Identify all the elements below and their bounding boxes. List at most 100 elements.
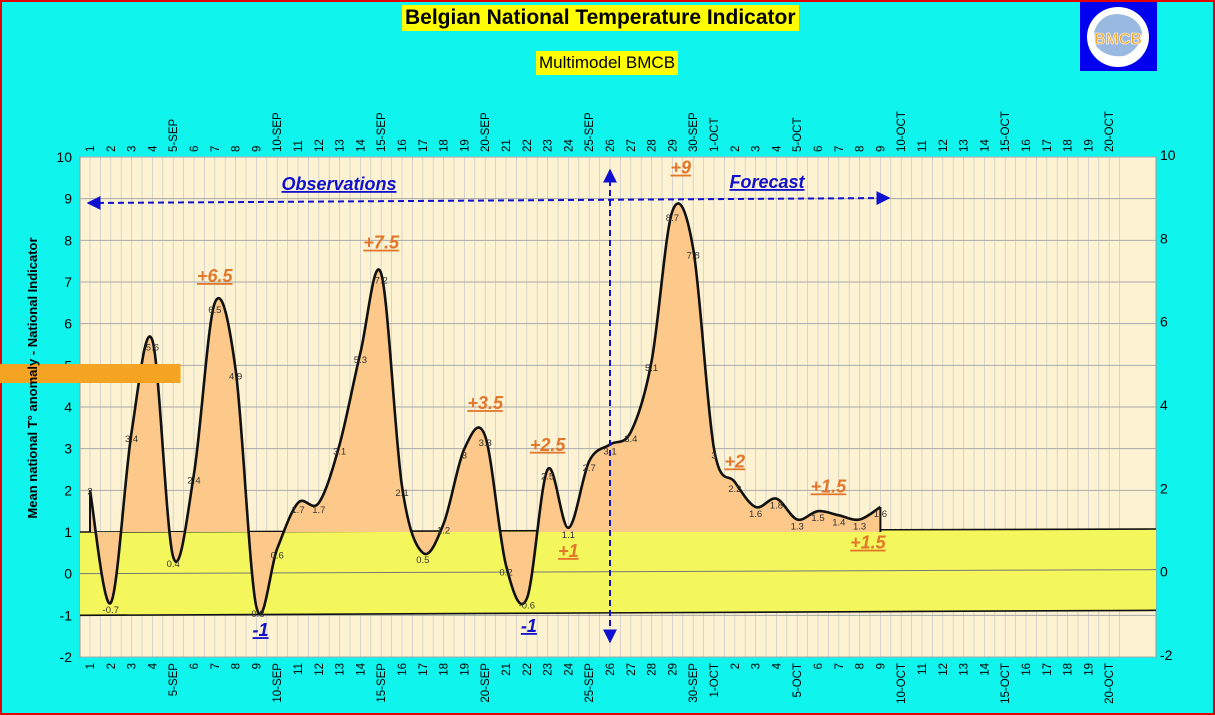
- x-tick-label-top: 14: [979, 139, 991, 152]
- x-tick-label-top: 23: [543, 139, 555, 152]
- x-tick-label-top: 12: [938, 139, 950, 152]
- x-tick-label-top: 21: [501, 139, 513, 152]
- x-tick-label-top: 19: [1083, 139, 1095, 152]
- x-tick-label-top: 2: [730, 146, 742, 152]
- x-tick-label-bottom: 30-SEP: [688, 663, 700, 703]
- x-tick-label-bottom: 13: [335, 663, 347, 676]
- data-label: 0.6: [271, 551, 284, 562]
- x-tick-label-top: 7: [210, 146, 222, 152]
- data-label: 2: [87, 486, 92, 497]
- x-tick-label-bottom: 29: [667, 663, 679, 676]
- x-tick-label-bottom: 1-OCT: [709, 663, 721, 698]
- data-label: 1.1: [562, 530, 575, 541]
- x-tick-label-top: 30-SEP: [688, 112, 700, 152]
- peak-annotation: +1.5: [850, 533, 887, 553]
- x-tick-label-bottom: 27: [626, 663, 638, 676]
- data-label: 1.4: [832, 517, 845, 528]
- x-tick-label-bottom: 6: [813, 663, 825, 669]
- data-label: 2.1: [395, 488, 408, 499]
- data-label: 2.7: [583, 463, 596, 474]
- x-tick-label-top: 14: [355, 139, 367, 152]
- data-label: 1.7: [291, 505, 304, 516]
- x-tick-label-bottom: 18: [439, 663, 451, 676]
- x-tick-label-top: 3: [127, 146, 139, 152]
- y-tick-label: 9: [64, 191, 72, 207]
- x-tick-label-top: 28: [647, 139, 659, 152]
- x-tick-label-top: 16: [397, 139, 409, 152]
- x-tick-label-top: 2: [106, 146, 118, 152]
- x-tick-label-top: 18: [1063, 139, 1075, 152]
- data-label: 5.3: [354, 355, 367, 366]
- peak-annotation: +7.5: [363, 233, 400, 253]
- x-tick-label-bottom: 28: [647, 663, 659, 676]
- x-tick-label-bottom: 16: [1021, 663, 1033, 676]
- x-tick-label-top: 8: [231, 146, 243, 152]
- data-label: 3: [462, 451, 467, 462]
- right-y-tick-label: 8: [1160, 230, 1168, 246]
- x-tick-label-top: 18: [439, 139, 451, 152]
- trough-annotation: -1: [253, 620, 269, 640]
- x-tick-label-bottom: 14: [979, 662, 991, 675]
- data-label: 1.3: [791, 522, 804, 533]
- x-tick-label-bottom: 8: [231, 663, 243, 669]
- data-label: 4.9: [229, 372, 242, 383]
- peak-annotation: +2.5: [530, 435, 567, 455]
- x-tick-label-bottom: 9: [251, 663, 263, 669]
- x-tick-label-bottom: 22: [522, 663, 534, 676]
- data-label: 3.3: [479, 438, 492, 449]
- x-tick-label-bottom: 13: [959, 663, 971, 676]
- x-tick-label-top: 29: [667, 139, 679, 152]
- anomaly-curve: [88, 202, 882, 616]
- observations-label: Observations: [281, 174, 396, 194]
- peak-annotation: +3.5: [467, 393, 504, 413]
- x-tick-label-top: 9: [875, 146, 887, 152]
- chart-title: Belgian National Temperature Indicator: [402, 5, 799, 31]
- y-tick-label: 3: [64, 441, 72, 457]
- x-tick-label-top: 7: [834, 146, 846, 152]
- data-label: 1.7: [312, 505, 325, 516]
- x-tick-label-top: 6: [189, 146, 201, 152]
- data-label: 2.2: [728, 484, 741, 495]
- y-tick-label: 8: [64, 232, 72, 248]
- x-tick-label-bottom: 5-SEP: [168, 663, 180, 697]
- x-tick-label-bottom: 5-OCT: [792, 663, 804, 698]
- x-tick-label-top: 9: [251, 146, 263, 152]
- x-tick-label-top: 6: [813, 146, 825, 152]
- x-tick-label-bottom: 17: [1042, 663, 1054, 676]
- data-label: 0.5: [416, 555, 429, 566]
- x-tick-label-bottom: 15-SEP: [376, 663, 388, 703]
- period-arrows: Observations Forecast: [86, 168, 891, 644]
- right-y-tick-label: 10: [1160, 147, 1176, 163]
- forecast-label: Forecast: [729, 172, 805, 192]
- y-tick-label: 10: [56, 149, 72, 165]
- x-tick-label-bottom: 15-OCT: [1000, 663, 1012, 704]
- x-tick-label-bottom: 7: [210, 663, 222, 669]
- data-label: 3.4: [125, 434, 138, 445]
- x-tick-label-top: 1: [85, 146, 97, 152]
- x-tick-label-bottom: 8: [855, 663, 867, 669]
- x-tick-label-top: 8: [855, 146, 867, 152]
- y-tick-label: 7: [64, 274, 72, 290]
- x-tick-label-bottom: 19: [1083, 663, 1095, 676]
- x-tick-label-top: 19: [459, 139, 471, 152]
- x-tick-label-bottom: 2: [730, 663, 742, 669]
- data-label: 2.5: [541, 472, 554, 483]
- peak-annotation: +9: [670, 158, 691, 178]
- peak-annotation: +1.5: [811, 476, 848, 496]
- x-tick-label-top: 5-SEP: [168, 118, 180, 152]
- x-tick-label-bottom: 12: [314, 663, 326, 676]
- data-label: 5.1: [645, 363, 658, 374]
- x-tick-label-top: 4: [771, 145, 783, 152]
- x-tick-label-bottom: 7: [834, 663, 846, 669]
- peak-annotation: +1: [558, 541, 579, 561]
- data-label: 3: [711, 451, 716, 462]
- peak-annotation: +6.5: [197, 266, 234, 286]
- x-tick-label-top: 20-SEP: [480, 112, 492, 152]
- x-tick-label-bottom: 6: [189, 663, 201, 669]
- x-tick-label-top: 27: [626, 139, 638, 152]
- x-tick-label-top: 10-SEP: [272, 112, 284, 152]
- right-y-tick-label: 0: [1160, 564, 1168, 580]
- data-label: 3.4: [624, 434, 637, 445]
- x-tick-label-bottom: 20-OCT: [1104, 663, 1116, 704]
